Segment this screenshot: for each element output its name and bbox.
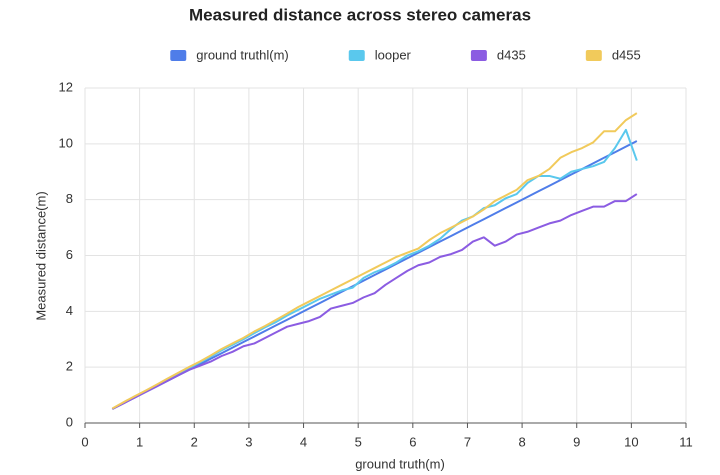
y-tick-label: 4 (66, 303, 73, 318)
x-tick-label: 8 (518, 434, 525, 449)
line-series (111, 193, 638, 410)
legend-label: ground truthl(m) (196, 47, 288, 62)
chart-title: Measured distance across stereo cameras (189, 5, 531, 24)
x-tick-label: 7 (464, 434, 471, 449)
y-tick-label: 12 (59, 79, 73, 94)
y-tick-label: 8 (66, 191, 73, 206)
x-tick-label: 10 (624, 434, 638, 449)
x-tick-label: 9 (573, 434, 580, 449)
legend-label: d435 (497, 47, 526, 62)
x-tick-label: 5 (355, 434, 362, 449)
legend-swatch (348, 50, 365, 61)
y-tick-label: 10 (59, 135, 73, 150)
x-tick-label: 0 (81, 434, 88, 449)
y-tick-label: 6 (66, 247, 73, 262)
legend-swatch (170, 50, 187, 61)
line-series (111, 112, 638, 410)
legend-label: looper (375, 47, 412, 62)
legend-swatch (585, 50, 602, 61)
x-tick-label: 11 (679, 434, 693, 449)
x-tick-label: 1 (136, 434, 143, 449)
legend-label: d455 (612, 47, 641, 62)
x-axis-label: ground truth(m) (355, 456, 445, 471)
x-tick-label: 4 (300, 434, 307, 449)
x-tick-label: 2 (191, 434, 198, 449)
legend-swatch (470, 50, 487, 61)
line-series (111, 140, 638, 410)
y-axis-label: Measured distance(m) (33, 191, 48, 320)
x-tick-label: 3 (245, 434, 252, 449)
x-tick-label: 6 (409, 434, 416, 449)
y-tick-label: 2 (66, 359, 73, 374)
y-tick-label: 0 (66, 414, 73, 429)
